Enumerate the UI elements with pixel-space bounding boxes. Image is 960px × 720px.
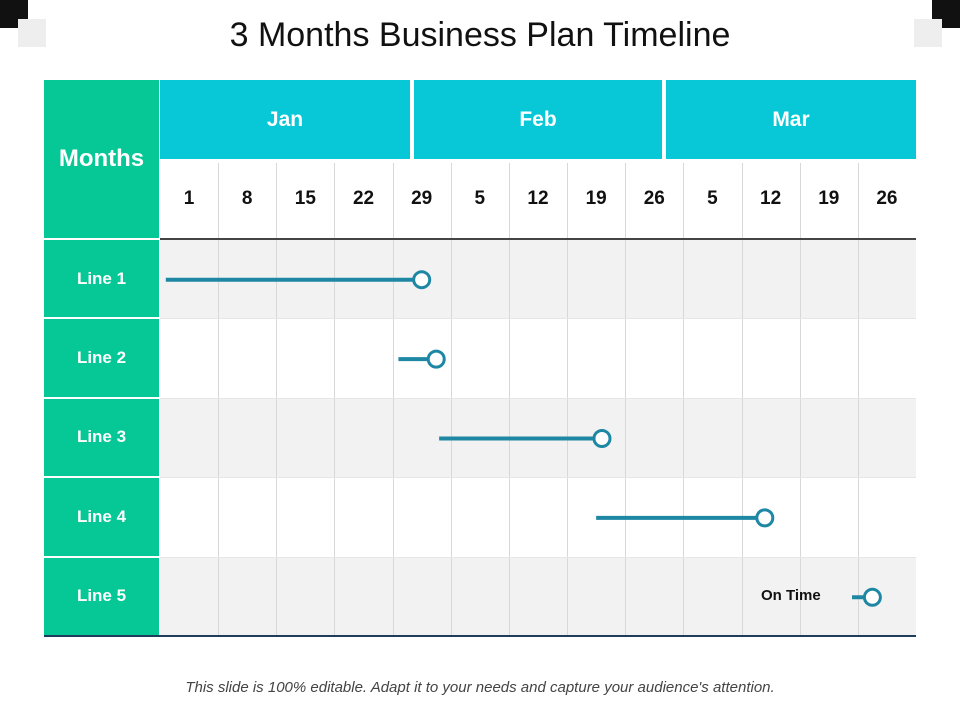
day-label: 5 (474, 188, 486, 209)
milestone-marker-line-2 (426, 349, 446, 369)
corner-mark-top-left-light (18, 19, 46, 47)
milestone-marker-line-3 (592, 429, 612, 448)
row-label-line-5: Line 5 (44, 557, 159, 635)
status-label-on-time: On Time (761, 587, 821, 605)
day-label: 26 (876, 188, 898, 209)
grid-line-vertical (276, 163, 278, 636)
row-background (160, 556, 916, 636)
month-header-feb: Feb (414, 80, 662, 159)
grid-line-vertical (857, 163, 859, 636)
row-label-line-1: Line 1 (44, 240, 159, 318)
slide-title: 3 Months Business Plan Timeline (229, 16, 731, 54)
row-label-line-2: Line 2 (44, 319, 159, 397)
month-header-mar: Mar (666, 80, 916, 159)
grid-line-vertical (625, 163, 627, 636)
row-background (160, 477, 916, 557)
day-label: 22 (352, 188, 375, 209)
day-label: 19 (818, 188, 840, 209)
month-header-jan: Jan (160, 80, 410, 159)
bottom-rule (44, 635, 916, 637)
grid-line-vertical (683, 163, 685, 636)
grid-line-vertical (799, 163, 801, 636)
milestone-marker-line-4 (755, 508, 775, 528)
grid-line-horizontal (160, 477, 916, 479)
grid-line-horizontal (160, 397, 916, 399)
grid-line-horizontal (160, 556, 916, 558)
milestone-marker-line-1 (412, 270, 432, 290)
row-label-line-4: Line 4 (44, 478, 159, 556)
grid-line-vertical (334, 163, 336, 636)
day-label: 12 (527, 188, 549, 209)
header-rule (160, 238, 916, 240)
day-label: 26 (643, 188, 665, 209)
day-label: 1 (183, 188, 195, 209)
row-background (160, 318, 916, 398)
milestone-marker-line-5 (862, 587, 882, 607)
months-header-label: Months (44, 80, 159, 238)
grid-line-vertical (392, 163, 394, 636)
grid-line-vertical (741, 163, 743, 636)
day-label: 15 (294, 188, 316, 209)
row-label-line-3: Line 3 (44, 398, 159, 477)
day-label: 19 (585, 188, 607, 209)
grid-line-vertical (450, 163, 452, 636)
day-label: 5 (707, 188, 718, 209)
grid-line-horizontal (160, 318, 916, 320)
corner-mark-top-right-light (914, 19, 942, 47)
grid-line-vertical (567, 163, 569, 636)
day-label: 12 (760, 188, 782, 209)
footer-note: This slide is 100% editable. Adapt it to… (185, 679, 775, 696)
day-label: 8 (241, 188, 253, 209)
grid-line-vertical (508, 163, 510, 636)
grid-line-vertical (218, 163, 220, 636)
day-label: 29 (411, 188, 433, 209)
